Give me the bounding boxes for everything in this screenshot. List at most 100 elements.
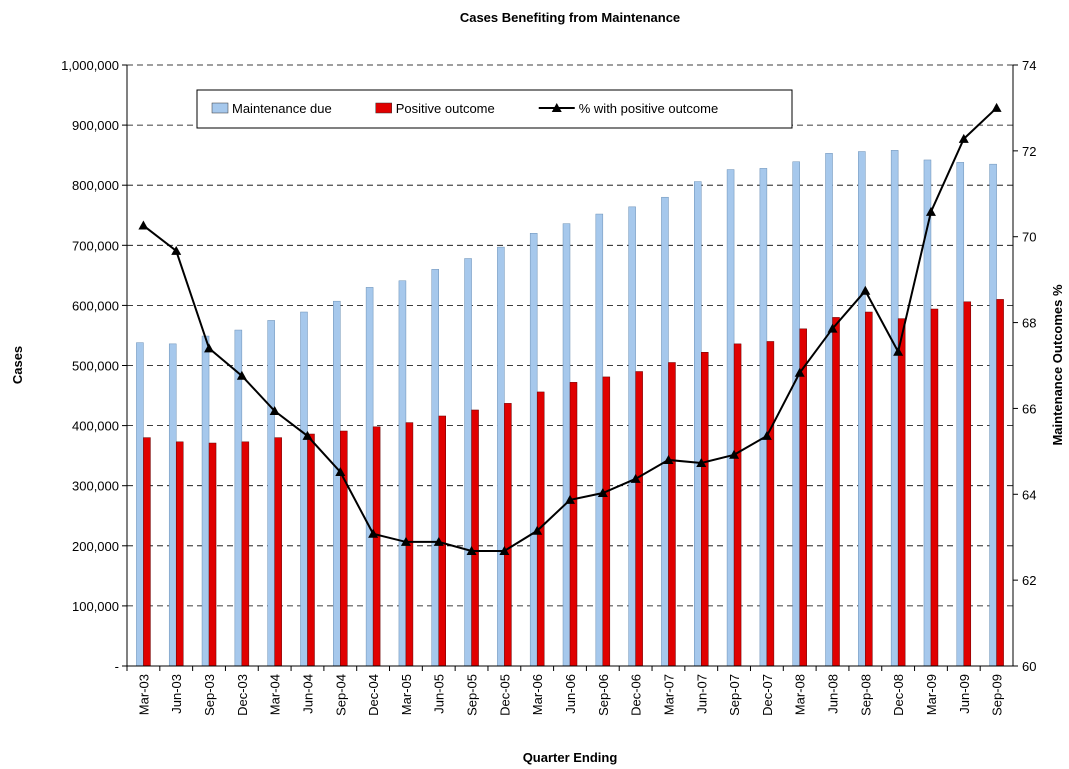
line-marker bbox=[400, 536, 411, 546]
x-tick-label: Mar-04 bbox=[268, 674, 283, 715]
bar bbox=[431, 269, 439, 667]
legend-label: Positive outcome bbox=[396, 101, 495, 116]
line-marker bbox=[368, 528, 379, 538]
y2-tick-label: 72 bbox=[1022, 144, 1036, 159]
bar bbox=[602, 376, 611, 667]
bar bbox=[175, 441, 184, 667]
bar bbox=[668, 362, 676, 667]
line-marker bbox=[729, 449, 740, 459]
bar bbox=[661, 196, 669, 667]
bar bbox=[201, 335, 210, 667]
bar bbox=[628, 206, 636, 667]
bar bbox=[365, 287, 374, 667]
x-tick-label: Mar-09 bbox=[924, 674, 939, 715]
bar bbox=[897, 318, 906, 667]
line-marker bbox=[991, 102, 1002, 112]
line-marker bbox=[269, 406, 280, 416]
bar bbox=[529, 233, 538, 667]
legend-label: % with positive outcome bbox=[579, 101, 718, 116]
legend-swatch bbox=[211, 102, 229, 114]
y2-tick-label: 70 bbox=[1022, 230, 1036, 245]
x-tick-label: Mar-08 bbox=[793, 674, 808, 715]
line-marker bbox=[171, 245, 182, 255]
legend-label: Maintenance due bbox=[232, 101, 332, 116]
bar bbox=[234, 329, 243, 667]
bar bbox=[792, 161, 800, 667]
legend-swatch bbox=[375, 102, 392, 114]
line-marker bbox=[302, 430, 313, 440]
line-marker bbox=[565, 494, 575, 504]
bar bbox=[307, 433, 315, 667]
x-tick-label: Jun-09 bbox=[957, 674, 972, 714]
x-tick-label: Dec-08 bbox=[891, 674, 906, 716]
line-marker bbox=[827, 323, 838, 333]
bar bbox=[890, 150, 899, 667]
x-tick-label: Sep-03 bbox=[202, 674, 217, 716]
bar bbox=[799, 328, 807, 667]
bar bbox=[398, 280, 407, 667]
bar bbox=[701, 352, 709, 667]
y-tick-label: 400,000 bbox=[72, 419, 119, 434]
line-marker bbox=[958, 133, 969, 143]
line-marker bbox=[532, 525, 543, 535]
line-marker bbox=[138, 220, 149, 230]
legend-box bbox=[196, 89, 793, 129]
x-tick-label: Dec-04 bbox=[366, 674, 381, 716]
x-tick-label: Dec-07 bbox=[760, 674, 775, 716]
bar bbox=[635, 371, 643, 667]
y2-tick-label: 66 bbox=[1022, 401, 1036, 416]
y2-tick-label: 74 bbox=[1022, 58, 1036, 73]
y-axis-label: Cases bbox=[10, 346, 25, 384]
bar bbox=[208, 442, 217, 667]
legend-marker bbox=[551, 103, 562, 112]
x-tick-label: Dec-06 bbox=[629, 674, 644, 716]
line-marker bbox=[893, 346, 904, 356]
x-tick-label: Mar-05 bbox=[399, 674, 414, 715]
x-tick-label: Mar-03 bbox=[136, 674, 151, 715]
bar bbox=[471, 409, 479, 667]
x-tick-label: Mar-06 bbox=[530, 674, 545, 715]
line-marker bbox=[860, 285, 871, 295]
x-tick-label: Jun-07 bbox=[694, 674, 709, 714]
line-marker bbox=[236, 370, 247, 380]
line-marker bbox=[466, 545, 477, 555]
x-tick-label: Sep-04 bbox=[333, 674, 348, 716]
bar bbox=[825, 153, 833, 667]
bar bbox=[143, 437, 151, 667]
x-tick-label: Dec-03 bbox=[235, 674, 250, 716]
y-tick-label: 500,000 bbox=[72, 359, 119, 374]
bar bbox=[595, 213, 604, 667]
chart-title: Cases Benefiting from Maintenance bbox=[460, 10, 680, 25]
bar bbox=[996, 299, 1004, 667]
bar bbox=[989, 163, 997, 667]
y2-tick-label: 62 bbox=[1022, 573, 1036, 588]
y-tick-label: 600,000 bbox=[72, 298, 119, 313]
line-marker bbox=[433, 536, 444, 546]
y-tick-label: 300,000 bbox=[72, 479, 119, 494]
bar bbox=[333, 300, 341, 667]
line-marker bbox=[663, 454, 674, 464]
bar bbox=[267, 320, 275, 667]
bar bbox=[562, 223, 571, 667]
line-marker bbox=[696, 457, 707, 467]
x-tick-label: Sep-09 bbox=[990, 674, 1005, 716]
bar bbox=[241, 441, 250, 667]
x-tick-label: Sep-05 bbox=[465, 674, 480, 716]
y-tick-label: 200,000 bbox=[72, 539, 119, 554]
bar bbox=[340, 430, 348, 667]
bar bbox=[464, 258, 472, 667]
bar bbox=[504, 403, 512, 667]
y2-tick-label: 68 bbox=[1022, 316, 1036, 331]
bar bbox=[832, 317, 840, 667]
x-tick-label: Jun-04 bbox=[300, 674, 315, 714]
bar bbox=[168, 343, 177, 667]
bar bbox=[759, 168, 768, 667]
x-tick-label: Sep-06 bbox=[596, 674, 611, 716]
bar bbox=[372, 426, 381, 667]
y-tick-label: 100,000 bbox=[72, 599, 119, 614]
x-tick-label: Jun-05 bbox=[432, 674, 447, 714]
bar bbox=[569, 382, 578, 667]
x-tick-label: Jun-03 bbox=[169, 674, 184, 714]
line-marker bbox=[761, 430, 772, 440]
bar bbox=[858, 151, 866, 667]
